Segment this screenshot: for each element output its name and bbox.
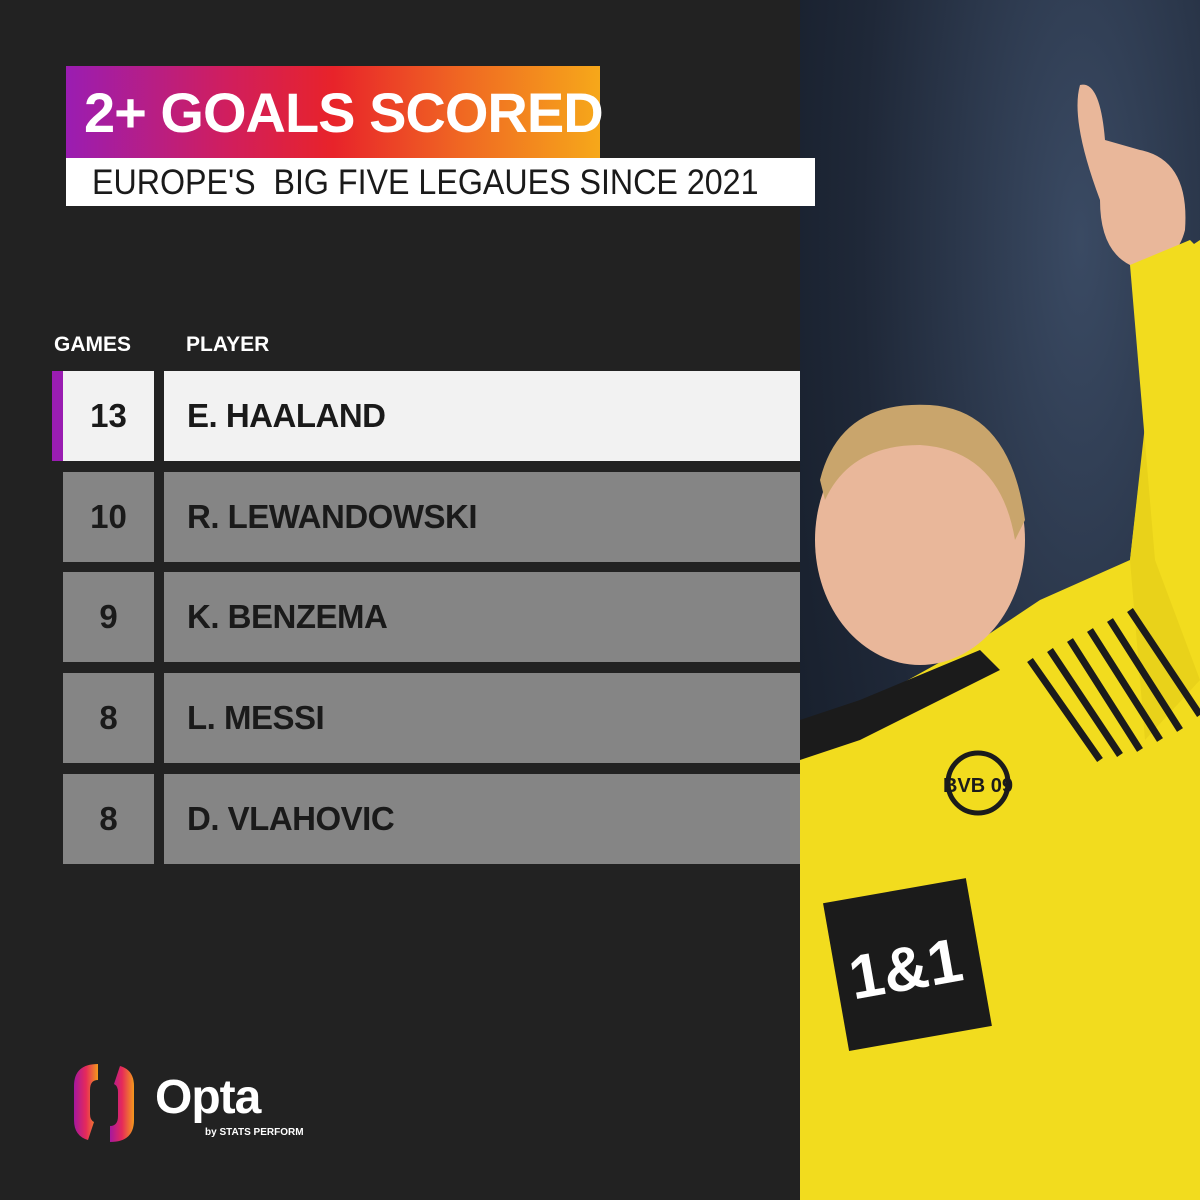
title-banner	[66, 66, 600, 158]
page-title: 2+ GOALS SCORED	[84, 81, 604, 144]
player-cell: E. HAALAND	[164, 371, 800, 461]
column-header-games: GAMES	[54, 333, 132, 356]
table-row: 13 E. HAALAND	[52, 371, 800, 461]
opta-byline: by STATS PERFORM	[205, 1127, 304, 1138]
player-cell: L. MESSI	[164, 673, 800, 763]
games-cell: 9	[63, 572, 154, 662]
table-row: 8 D. VLAHOVIC	[52, 774, 800, 864]
player-illustration: BVB 09 1&1	[800, 84, 1200, 1200]
player-cell: K. BENZEMA	[164, 572, 800, 662]
games-cell: 8	[63, 774, 154, 864]
games-cell: 10	[63, 472, 154, 562]
table-row: 10 R. LEWANDOWSKI	[52, 472, 800, 562]
table-row: 9 K. BENZEMA	[52, 572, 800, 662]
page-subtitle: EUROPE'S BIG FIVE LEGAUES SINCE 2021	[92, 163, 759, 202]
crest-text: BVB 09	[943, 775, 1013, 797]
player-photo: BVB 09 1&1	[800, 0, 1200, 1200]
games-cell: 8	[63, 673, 154, 763]
subtitle-banner	[66, 158, 815, 206]
player-cell: D. VLAHOVIC	[164, 774, 800, 864]
opta-logo-icon	[74, 1064, 134, 1142]
highlight-accent	[52, 371, 63, 461]
table-row: 8 L. MESSI	[52, 673, 800, 763]
opta-wordmark: Opta	[155, 1071, 261, 1124]
player-cell: R. LEWANDOWSKI	[164, 472, 800, 562]
games-cell: 13	[63, 371, 154, 461]
column-header-player: PLAYER	[186, 333, 270, 356]
